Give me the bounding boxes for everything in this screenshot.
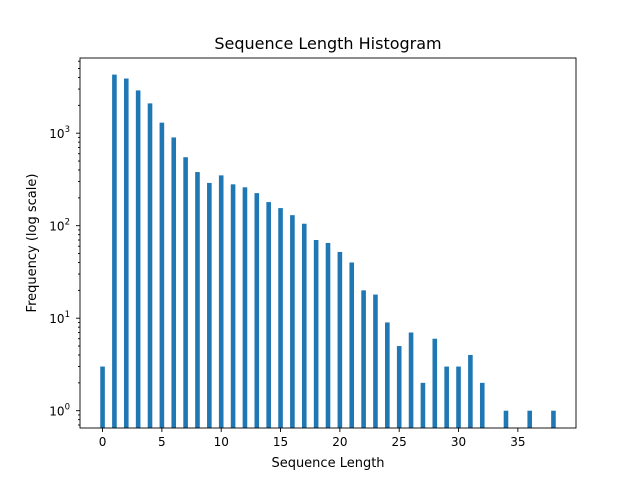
bar-1: [112, 74, 117, 428]
chart-title: Sequence Length Histogram: [214, 34, 441, 53]
bar-27: [420, 382, 426, 428]
x-axis-label: Sequence Length: [271, 456, 384, 471]
x-tick-label: 15: [273, 435, 288, 449]
bar-24: [385, 322, 390, 428]
y-tick-label: 100: [49, 403, 70, 419]
bar-26: [408, 332, 414, 428]
x-tick-label: 20: [332, 435, 347, 449]
bars-group: [100, 74, 556, 429]
bar-14: [266, 202, 271, 428]
bar-7: [183, 157, 188, 428]
bar-10: [218, 175, 224, 428]
x-tick-label: 10: [214, 435, 229, 449]
bar-2: [123, 78, 129, 429]
bar-19: [325, 243, 331, 428]
bar-29: [444, 366, 449, 428]
x-tick-label: 25: [392, 435, 407, 449]
y-tick-label: 101: [49, 310, 70, 326]
bar-32: [479, 382, 485, 428]
bar-20: [337, 251, 343, 428]
bar-28: [432, 338, 438, 428]
bar-17: [301, 223, 307, 428]
bar-3: [135, 90, 141, 429]
bar-16: [290, 215, 295, 428]
bar-9: [207, 182, 212, 428]
y-axis-label: Frequency (log scale): [25, 174, 40, 313]
bar-31: [468, 355, 473, 428]
plot-frame: [79, 57, 577, 429]
bar-38: [551, 410, 556, 428]
bar-13: [254, 193, 260, 428]
bar-6: [171, 137, 177, 428]
bar-15: [278, 208, 283, 428]
y-tick-label: 103: [49, 125, 70, 141]
bar-23: [373, 294, 378, 428]
bar-0: [100, 366, 105, 428]
x-tick-label: 35: [510, 435, 525, 449]
bar-8: [195, 172, 200, 428]
bar-22: [361, 290, 366, 428]
x-tick-label: 0: [99, 435, 107, 449]
bar-25: [396, 346, 402, 428]
bar-5: [159, 122, 165, 429]
x-tick-label: 5: [158, 435, 166, 449]
bar-4: [147, 103, 153, 428]
bar-18: [313, 240, 319, 428]
x-tick-label: 30: [451, 435, 466, 449]
y-tick-label: 102: [49, 218, 70, 234]
bar-36: [527, 410, 533, 428]
bar-12: [242, 187, 248, 428]
bar-34: [503, 410, 509, 428]
bar-21: [349, 262, 355, 428]
bar-30: [456, 366, 461, 428]
bar-11: [230, 184, 236, 428]
x-axis-ticks: 0 5 10 15 20 25 30 35: [99, 428, 525, 449]
